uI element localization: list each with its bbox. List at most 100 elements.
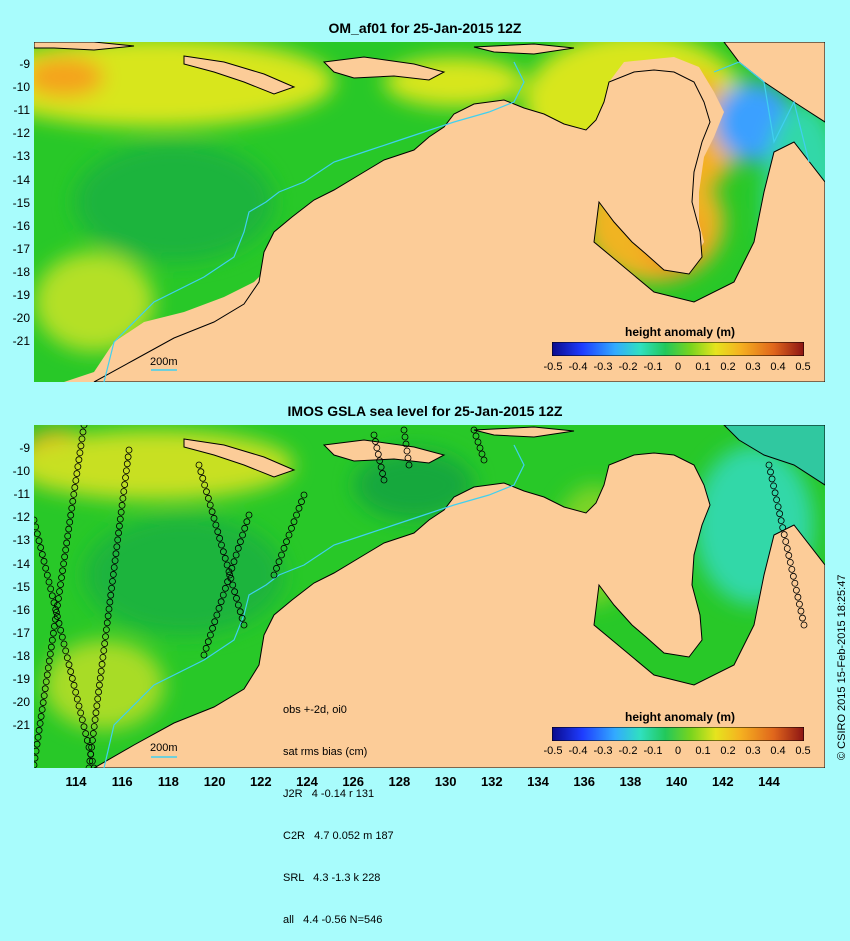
track-marker <box>115 529 122 537</box>
track-marker <box>228 564 236 572</box>
top-colorbar-title: height anomaly (m) <box>624 325 735 339</box>
track-marker <box>55 595 62 602</box>
track-marker <box>41 685 49 693</box>
latitude-label: -9 <box>19 57 30 71</box>
latitude-label: -16 <box>12 218 30 233</box>
track-marker <box>44 664 52 672</box>
track-marker <box>68 504 76 512</box>
track-marker <box>789 572 797 580</box>
track-marker <box>777 517 785 525</box>
track-marker <box>765 461 773 469</box>
track-marker <box>478 450 486 458</box>
track-marker <box>222 584 229 592</box>
track-marker <box>34 761 38 768</box>
track-marker <box>97 667 105 675</box>
bottom-map-panel <box>34 425 825 768</box>
track-marker <box>376 457 384 465</box>
top-map-panel <box>34 42 825 382</box>
track-marker <box>80 723 88 731</box>
colorbar-tick-label: 0 <box>674 361 682 373</box>
track-marker <box>51 622 58 630</box>
longitude-label: 132 <box>480 774 503 789</box>
latitude-label: -19 <box>12 288 30 302</box>
track-marker <box>794 593 802 601</box>
track-marker <box>209 624 216 632</box>
track-marker <box>71 484 79 491</box>
track-marker <box>783 545 791 552</box>
track-marker <box>69 497 77 505</box>
track-marker <box>219 591 227 599</box>
track-marker <box>788 565 796 573</box>
track-marker <box>105 605 113 613</box>
track-marker <box>201 481 209 489</box>
colorbar-tick-label: 0.2 <box>720 361 736 373</box>
track-marker <box>38 551 46 558</box>
track-marker <box>400 426 408 434</box>
track-marker <box>65 661 73 669</box>
track-marker <box>797 607 805 615</box>
track-marker <box>80 425 88 429</box>
track-marker <box>290 518 298 526</box>
track-marker <box>47 643 55 651</box>
track-marker <box>372 438 379 445</box>
track-marker <box>377 463 385 471</box>
track-marker <box>767 468 774 476</box>
bottom-panel-title: IMOS GSLA sea level for 25-Jan-2015 12Z <box>287 403 563 419</box>
track-marker <box>283 538 290 546</box>
track-marker <box>273 564 280 572</box>
track-marker <box>208 508 216 516</box>
track-marker <box>47 585 55 593</box>
track-marker <box>121 481 129 488</box>
colorbar-tick-label: -0.2 <box>618 745 638 757</box>
track-marker <box>73 470 81 477</box>
track-marker <box>99 653 107 661</box>
track-marker <box>107 591 115 599</box>
track-marker <box>224 578 231 586</box>
track-marker <box>243 518 251 526</box>
contour-200m <box>103 444 525 768</box>
latitude-label: -13 <box>12 149 30 164</box>
latitude-label: -12 <box>12 126 30 141</box>
track-marker <box>52 606 60 613</box>
track-marker <box>800 621 808 629</box>
top-scale-label: 200m <box>150 356 178 368</box>
latitude-label: -9 <box>19 441 30 455</box>
track-marker <box>116 515 124 523</box>
track-marker <box>96 681 103 689</box>
track-marker <box>217 598 225 606</box>
track-marker <box>122 467 130 475</box>
track-marker <box>402 440 410 448</box>
track-marker <box>229 581 237 589</box>
latitude-label: -21 <box>12 334 30 349</box>
longitude-label: 136 <box>573 774 596 789</box>
track-marker <box>66 518 74 526</box>
track-marker <box>245 511 253 519</box>
track-marker <box>374 450 382 458</box>
top-colorbar-ticks: -0.5 -0.4 -0.3 -0.2 -0.1 0 0.1 0.2 0.3 0.4 0.5 <box>544 361 811 375</box>
stats-line: SRL 4.3 -1.3 k 228 <box>283 872 381 884</box>
track-marker <box>104 612 112 620</box>
track-marker <box>88 757 96 765</box>
track-marker <box>239 531 246 539</box>
track-marker <box>212 521 220 529</box>
track-marker <box>211 618 219 626</box>
track-marker <box>85 764 93 768</box>
track-marker <box>102 626 110 634</box>
track-marker <box>56 588 63 595</box>
track-marker <box>780 531 788 538</box>
track-marker <box>776 510 784 518</box>
track-marker <box>210 514 218 522</box>
top-colorbar <box>551 341 805 357</box>
track-marker <box>237 538 244 546</box>
track-marker <box>796 600 803 608</box>
track-marker <box>94 695 102 703</box>
colorbar-tick-label: -0.4 <box>568 361 588 373</box>
track-marker <box>91 716 99 724</box>
track-marker <box>78 716 86 724</box>
track-marker <box>65 525 73 533</box>
colorbar-tick-label: 0.1 <box>695 745 711 757</box>
latitude-label: -11 <box>13 487 30 502</box>
track-marker <box>236 608 244 616</box>
latitude-label: -14 <box>12 556 30 571</box>
colorbar-tick-label: 0.4 <box>770 361 786 373</box>
